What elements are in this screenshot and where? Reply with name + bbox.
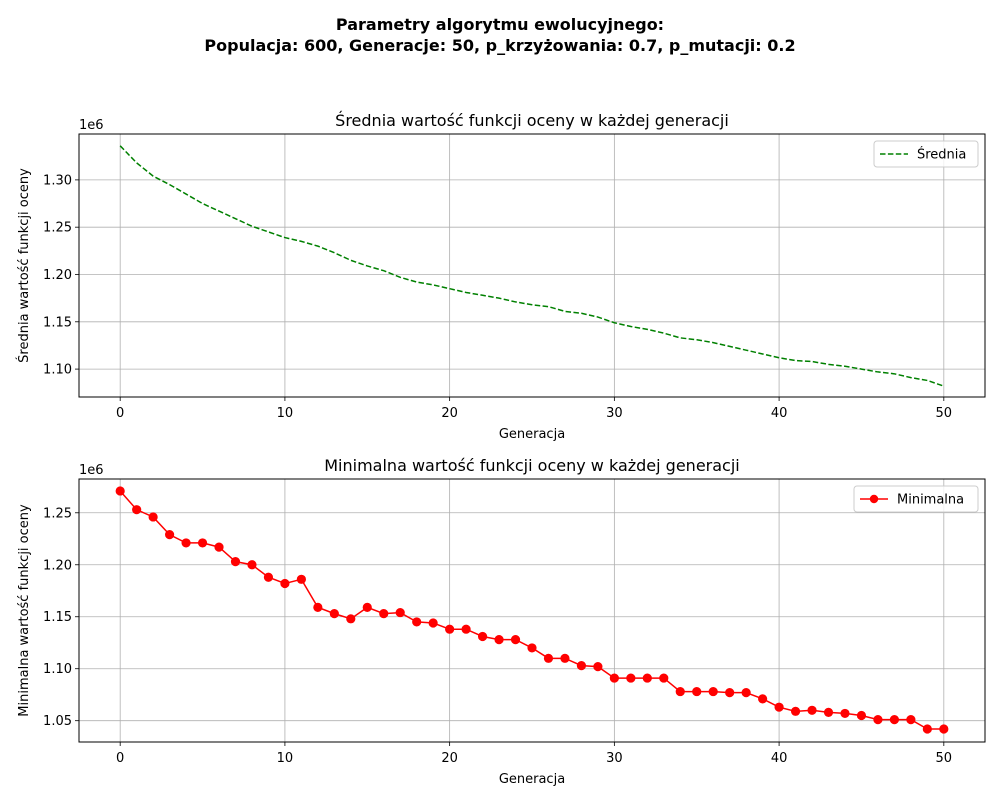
y-tick-label: 1.15 [43, 315, 72, 330]
x-axis-label: Generacja [499, 772, 565, 787]
y-offset-label: 1e6 [79, 118, 104, 133]
legend-box [853, 485, 979, 513]
data-point [692, 686, 702, 697]
x-tick-label: 20 [441, 406, 458, 421]
data-point [214, 542, 224, 552]
data-point [362, 602, 372, 612]
data-point [659, 673, 669, 683]
x-tick-label: 30 [606, 751, 623, 766]
chart-title: Minimalna wartość funkcji oceny w każdej… [324, 456, 739, 475]
data-point [494, 635, 504, 645]
y-tick-label: 1.15 [43, 610, 72, 625]
x-tick-label: 10 [277, 406, 294, 421]
axes-frame [78, 133, 986, 398]
data-point [313, 602, 323, 612]
data-point [790, 706, 801, 716]
data-point [263, 572, 274, 582]
data-point [477, 631, 488, 642]
chart-title: Średnia wartość funkcji oceny w każdej g… [335, 111, 729, 130]
data-point [296, 574, 306, 584]
y-tick-label: 1.30 [43, 173, 72, 188]
data-point [115, 486, 125, 496]
data-point [428, 618, 438, 628]
data-point [197, 538, 208, 548]
data-point [889, 715, 900, 725]
data-point [774, 702, 784, 712]
series-line-srednia [119, 145, 945, 387]
x-tick-label: 30 [606, 406, 623, 421]
data-point [906, 715, 916, 725]
y-tick-label: 1.20 [43, 268, 72, 283]
legend: Minimalna [853, 485, 979, 513]
x-axis-label: Generacja [499, 427, 565, 442]
data-point [642, 673, 652, 683]
data-point [230, 557, 241, 567]
x-tick-label: 40 [771, 406, 788, 421]
data-point [708, 686, 718, 697]
data-point [412, 617, 422, 627]
data-point [445, 624, 455, 634]
x-tick-label: 50 [936, 751, 953, 766]
data-point [725, 688, 735, 698]
x-tick-label: 20 [441, 751, 458, 766]
y-offset-label: 1e6 [79, 463, 104, 478]
data-point [510, 635, 521, 645]
data-point [856, 710, 867, 721]
chart-minimalna: Minimalna wartość funkcji oceny w każdej… [17, 456, 986, 787]
data-point [165, 530, 175, 540]
data-point [461, 624, 471, 634]
legend-label: Średnia [917, 147, 966, 163]
data-point [609, 673, 619, 683]
legend: Średnia [873, 140, 979, 168]
y-tick-label: 1.25 [43, 506, 72, 521]
data-point [593, 662, 603, 672]
y-tick-label: 1.05 [43, 714, 72, 729]
data-point [807, 705, 817, 715]
suptitle-line-1: Parametry algorytmu ewolucyjnego: [336, 15, 664, 34]
chart-srednia: Średnia wartość funkcji oceny w każdej g… [16, 111, 986, 442]
data-point [873, 715, 883, 725]
data-point [626, 673, 636, 683]
data-point [922, 724, 932, 734]
data-point [939, 724, 949, 734]
y-tick-label: 1.20 [43, 558, 72, 573]
data-point [675, 686, 685, 697]
suptitle-line-2: Populacja: 600, Generacje: 50, p_krzyżow… [204, 36, 795, 55]
x-tick-label: 50 [936, 406, 953, 421]
data-point [346, 614, 356, 624]
data-point [840, 708, 850, 719]
data-point [543, 653, 554, 663]
data-point [247, 560, 257, 570]
data-point [280, 578, 290, 589]
axes-frame [78, 478, 986, 743]
legend-label: Minimalna [897, 493, 964, 508]
x-tick-label: 40 [771, 751, 788, 766]
data-point [527, 643, 537, 653]
y-tick-label: 1.10 [43, 363, 72, 378]
legend-box [873, 140, 979, 168]
data-point [758, 694, 768, 704]
data-point [132, 505, 142, 515]
data-point [741, 688, 751, 698]
data-point [329, 609, 339, 619]
x-tick-label: 0 [116, 751, 124, 766]
data-point [823, 707, 834, 717]
data-point [560, 653, 570, 663]
y-tick-label: 1.10 [43, 662, 72, 677]
data-point [148, 512, 158, 522]
data-point [576, 660, 587, 671]
data-point [181, 538, 191, 548]
y-tick-label: 1.25 [43, 221, 72, 236]
y-axis-label: Średnia wartość funkcji oceny [16, 168, 32, 363]
data-point [395, 607, 405, 618]
x-tick-label: 10 [277, 751, 294, 766]
data-point [379, 609, 389, 619]
y-axis-label: Minimalna wartość funkcji oceny [17, 504, 32, 717]
x-tick-label: 0 [116, 406, 124, 421]
legend-marker [869, 494, 879, 504]
